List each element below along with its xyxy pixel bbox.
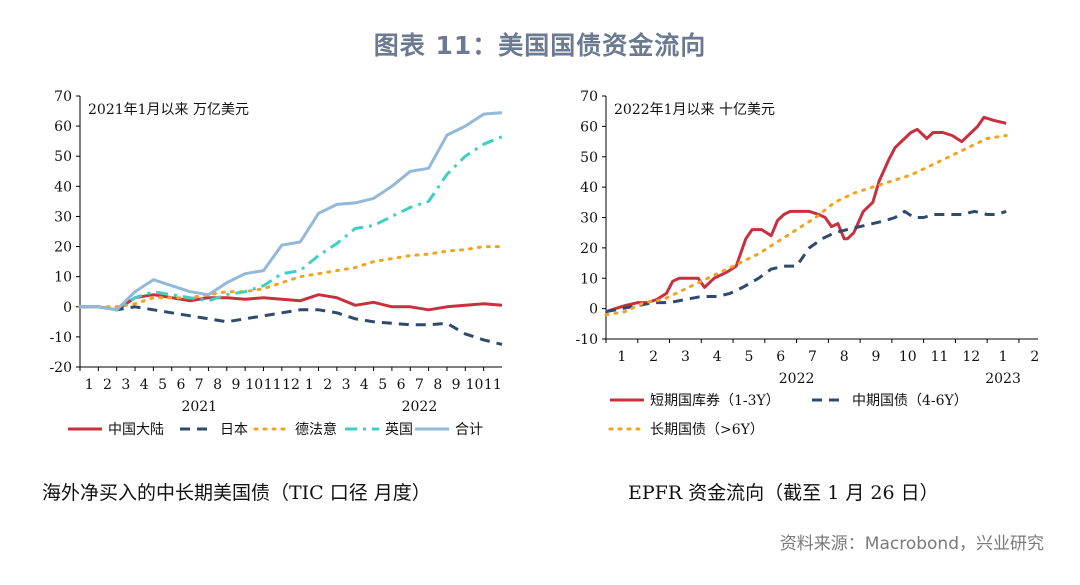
right-x-tick-label: 5	[744, 349, 753, 365]
left-x-tick-label: 8	[433, 377, 442, 393]
left-chart: -20 -10 0 10 20 30 40 50 60 70 1 2 3 4 5 6 7 8 9 10 11 12 1 2 3 4…	[0, 89, 540, 450]
left-x-tick-label: 10	[466, 377, 484, 393]
left-y-tick-label: 0	[63, 300, 72, 316]
left-x-tick-label: 10	[245, 377, 263, 393]
right-x-tick-label: 1	[999, 349, 1008, 365]
right-series-line-0	[605, 115, 1007, 314]
left-y-tick-label: 40	[54, 179, 72, 195]
right-caption: EPFR 资金流向（截至 1 月 26 日）	[628, 482, 939, 504]
left-x-tick-label: 11	[484, 377, 502, 393]
right-series-line-1	[605, 209, 1007, 314]
left-x-tick-label: 6	[176, 377, 185, 393]
right-year-label: 2022	[779, 371, 815, 387]
right-y-tick-label: 60	[580, 119, 598, 135]
right-x-tick-label: 2	[1030, 349, 1039, 365]
left-x-tick-label: 4	[360, 377, 369, 393]
left-x-tick-label: 4	[140, 377, 149, 393]
figure-title: 图表 11：美国国债资金流向	[373, 31, 707, 60]
right-x-tick-label: 4	[713, 349, 722, 365]
left-y-tick-label: 70	[54, 89, 72, 105]
right-x-tick-label: 11	[931, 349, 949, 365]
left-legend-label-0: 中国大陆	[108, 422, 164, 438]
right-x-tick-label: 7	[808, 349, 817, 365]
left-x-tick-label: 2	[323, 377, 332, 393]
left-y-tick-label: 10	[54, 270, 72, 286]
left-x-tick-label: 7	[415, 377, 424, 393]
left-legend-label-3: 英国	[385, 421, 413, 438]
left-x-tick-label: 5	[378, 377, 387, 393]
right-y-tick-label: 10	[580, 271, 598, 287]
right-x-tick-label: 12	[962, 349, 980, 365]
left-series-line-4	[80, 111, 503, 312]
right-y-tick-label: 20	[580, 241, 598, 257]
right-y-tick-label: 50	[580, 150, 598, 166]
left-x-tick-label: 9	[452, 377, 461, 393]
left-x-tick-label: 5	[158, 377, 167, 393]
left-legend-label-2: 德法意	[295, 421, 337, 438]
right-chart: -10 0 10 20 30 40 50 60 70 1 2 3 4 5 6 7 8 9 10 11 12 1 2 2022 2…	[540, 89, 1080, 450]
left-y-tick-label: -20	[49, 360, 72, 376]
left-legend-label-4: 合计	[455, 422, 483, 438]
right-x-tick-label: 8	[840, 349, 849, 365]
left-year-label: 2021	[181, 399, 217, 415]
left-caption: 海外净买入的中长期美国债（TIC 口径 月度）	[42, 482, 431, 504]
right-y-tick-label: 40	[580, 180, 598, 196]
left-x-tick-label: 3	[342, 377, 351, 393]
left-year-label: 2022	[402, 399, 438, 415]
left-x-tick-label: 1	[85, 377, 94, 393]
right-x-tick-label: 6	[776, 349, 785, 365]
left-x-tick-label: 3	[121, 377, 130, 393]
right-x-tick-label: 2	[649, 349, 658, 365]
left-x-tick-label: 6	[397, 377, 406, 393]
left-x-tick-label: 8	[213, 377, 222, 393]
source-note: 资料来源：Macrobond，兴业研究	[779, 534, 1044, 554]
right-series-line-2	[604, 134, 1008, 317]
right-year-label: 2023	[985, 371, 1021, 387]
left-y-tick-label: 50	[54, 149, 72, 165]
left-x-tick-label: 9	[231, 377, 240, 393]
left-x-tick-label: 12	[282, 377, 300, 393]
right-y-tick-label: 0	[589, 302, 598, 318]
right-x-tick-label: 10	[899, 349, 917, 365]
left-y-tick-label: 30	[54, 209, 72, 225]
left-series-line-2	[78, 245, 504, 309]
left-x-tick-label: 11	[264, 377, 282, 393]
right-x-tick-label: 3	[681, 349, 690, 365]
left-annotation: 2021年1月以来 万亿美元	[88, 102, 249, 118]
left-series-line-0	[80, 293, 503, 312]
right-x-tick-label: 1	[617, 349, 626, 365]
right-legend-label-0: 短期国库券（1-3Y）	[650, 393, 780, 409]
left-y-tick-label: 20	[54, 240, 72, 256]
right-annotation: 2022年1月以来 十亿美元	[614, 102, 775, 118]
left-x-tick-label: 1	[305, 377, 314, 393]
left-series-line-3	[80, 135, 503, 312]
left-legend-label-1: 日本	[220, 422, 248, 438]
left-x-tick-label: 2	[103, 377, 112, 393]
right-legend-label-2: 长期国债（>6Y）	[650, 422, 764, 438]
left-x-tick-label: 7	[195, 377, 204, 393]
right-y-tick-label: 70	[580, 89, 598, 105]
right-x-tick-label: 9	[872, 349, 881, 365]
left-series-line-1	[80, 305, 503, 346]
left-y-tick-label: -10	[49, 330, 72, 346]
right-y-tick-label: -10	[575, 332, 598, 348]
right-y-tick-label: 30	[580, 211, 598, 227]
left-y-tick-label: 60	[54, 119, 72, 135]
right-legend-label-1: 中期国债（4-6Y）	[852, 393, 968, 409]
